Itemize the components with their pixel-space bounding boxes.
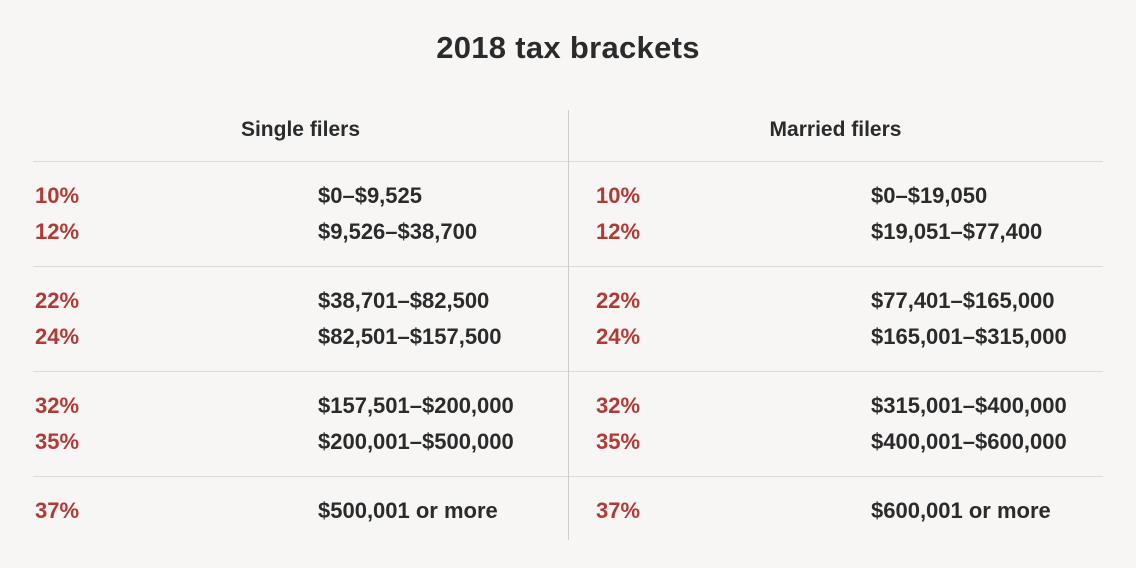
married-filers-cell: 32% $315,001–$400,000 35% $400,001–$600,… [568,388,1103,460]
income-range: $9,526–$38,700 [318,219,478,244]
income-range: $0–$19,050 [871,183,988,208]
tax-rate-label: 12% [596,219,641,244]
tax-rate-label: 35% [35,429,80,454]
income-range: $600,001 or more [871,498,1051,523]
bracket-row: 35% $200,001–$500,000 [33,424,568,460]
married-filers-cell: 10% $0–$19,050 12% $19,051–$77,400 [568,178,1103,250]
single-filers-cell: 22% $38,701–$82,500 24% $82,501–$157,500 [33,283,568,355]
bracket-row: 24% $165,001–$315,000 [568,319,1103,355]
bracket-group-1: 10% $0–$9,525 12% $9,526–$38,700 10% $0–… [33,161,1103,266]
income-range: $38,701–$82,500 [318,288,490,313]
single-filers-cell: 10% $0–$9,525 12% $9,526–$38,700 [33,178,568,250]
married-filers-cell: 37% $600,001 or more [568,493,1103,529]
single-filers-cell: 37% $500,001 or more [33,493,568,529]
income-range: $19,051–$77,400 [871,219,1043,244]
bracket-row: 12% $19,051–$77,400 [568,214,1103,250]
bracket-row: 24% $82,501–$157,500 [33,319,568,355]
column-header-married-filers: Married filers [769,117,902,141]
single-filers-cell: 32% $157,501–$200,000 35% $200,001–$500,… [33,388,568,460]
tax-rate-label: 24% [596,324,641,349]
income-range: $400,001–$600,000 [871,429,1067,454]
tax-rate-label: 32% [35,393,80,418]
tax-rate-label: 22% [596,288,641,313]
bracket-row: 37% $500,001 or more [33,493,568,529]
bracket-row: 37% $600,001 or more [568,493,1103,529]
bracket-group-3: 32% $157,501–$200,000 35% $200,001–$500,… [33,371,1103,476]
income-range: $315,001–$400,000 [871,393,1067,418]
tax-brackets-table: Single filers Married filers 10% $0–$9,5… [33,110,1103,545]
income-range: $77,401–$165,000 [871,288,1055,313]
income-range: $200,001–$500,000 [318,429,514,454]
bracket-row: 32% $157,501–$200,000 [33,388,568,424]
income-range: $500,001 or more [318,498,498,523]
income-range: $82,501–$157,500 [318,324,502,349]
tax-rate-label: 10% [596,183,641,208]
bracket-row: 32% $315,001–$400,000 [568,388,1103,424]
tax-rate-label: 12% [35,219,80,244]
income-range: $157,501–$200,000 [318,393,514,418]
bracket-group-2: 22% $38,701–$82,500 24% $82,501–$157,500… [33,266,1103,371]
income-range: $165,001–$315,000 [871,324,1067,349]
married-filers-cell: 22% $77,401–$165,000 24% $165,001–$315,0… [568,283,1103,355]
bracket-row: 22% $38,701–$82,500 [33,283,568,319]
table-header-row: Single filers Married filers [33,110,1103,161]
tax-rate-label: 37% [596,498,641,523]
bracket-row: 10% $0–$9,525 [33,178,568,214]
column-header-single-filers: Single filers [240,117,361,141]
bracket-row: 10% $0–$19,050 [568,178,1103,214]
tax-rate-label: 24% [35,324,80,349]
tax-rate-label: 32% [596,393,641,418]
tax-rate-label: 35% [596,429,641,454]
column-divider [568,110,569,540]
bracket-row: 22% $77,401–$165,000 [568,283,1103,319]
bracket-row: 12% $9,526–$38,700 [33,214,568,250]
bracket-row: 35% $400,001–$600,000 [568,424,1103,460]
tax-rate-label: 37% [35,498,80,523]
tax-rate-label: 22% [35,288,80,313]
chart-title: 2018 tax brackets [436,30,700,65]
tax-rate-label: 10% [35,183,80,208]
income-range: $0–$9,525 [318,183,422,208]
